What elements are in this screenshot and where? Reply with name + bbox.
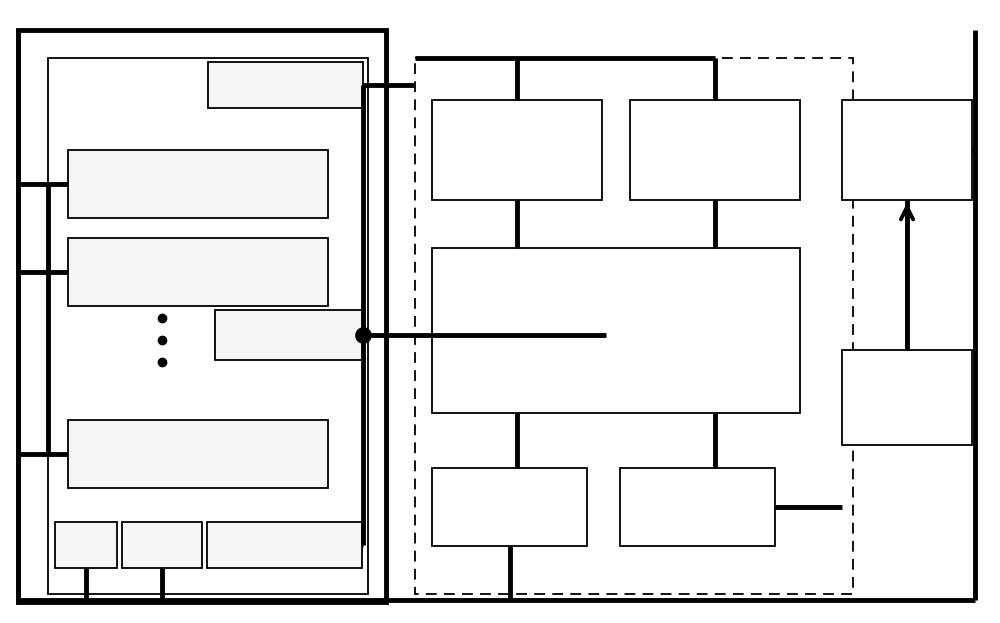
Bar bbox=[68, 150, 328, 218]
Bar bbox=[48, 58, 368, 594]
Bar bbox=[432, 468, 587, 546]
Bar bbox=[18, 30, 386, 602]
Bar bbox=[55, 522, 117, 568]
Bar bbox=[215, 310, 363, 360]
Bar bbox=[415, 58, 853, 594]
Bar bbox=[208, 62, 363, 108]
Bar bbox=[68, 238, 328, 306]
Bar bbox=[620, 468, 775, 546]
Bar bbox=[68, 420, 328, 488]
Bar bbox=[630, 100, 800, 200]
Bar bbox=[122, 522, 202, 568]
Bar bbox=[207, 522, 362, 568]
Bar bbox=[432, 248, 800, 413]
Bar bbox=[842, 100, 972, 200]
Bar bbox=[432, 100, 602, 200]
Bar bbox=[842, 350, 972, 445]
